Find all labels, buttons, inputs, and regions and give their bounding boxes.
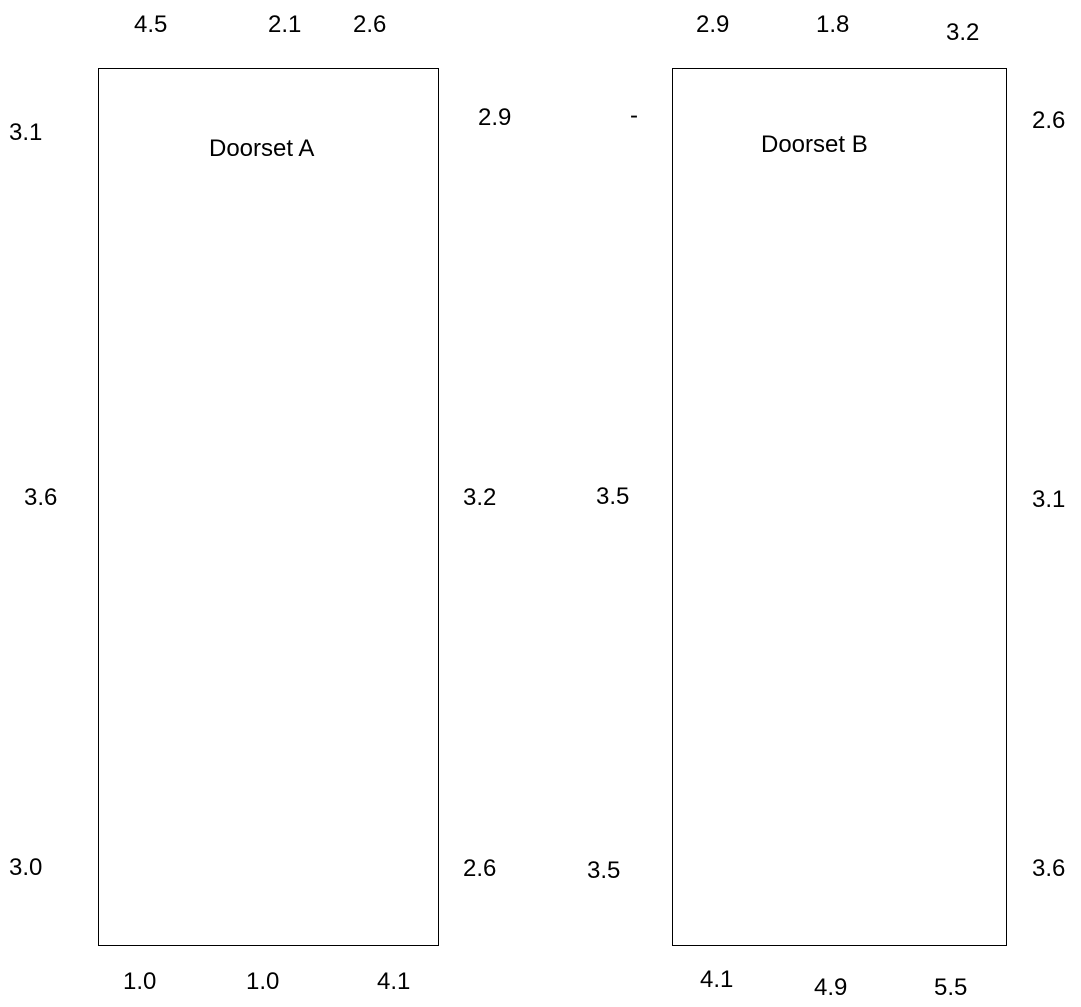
doorset-a-left-value-2: 3.6 — [24, 484, 58, 511]
doorset-b-frame — [672, 68, 1007, 946]
doorset-b-label: Doorset B — [761, 131, 868, 158]
doorset-b-left-value-2: 3.5 — [596, 483, 630, 510]
doorset-a-right-value-2: 3.2 — [463, 484, 497, 511]
doorset-b-bottom-value-2: 4.9 — [814, 974, 848, 1001]
doorset-b-top-value-2: 1.8 — [816, 11, 850, 38]
doorset-a-left-value-3: 3.0 — [9, 854, 43, 881]
doorset-b-bottom-value-1: 4.1 — [700, 966, 734, 993]
doorset-b-right-value-3: 3.6 — [1032, 855, 1066, 882]
doorset-a-top-value-1: 4.5 — [134, 11, 168, 38]
doorset-b-top-value-1: 2.9 — [696, 11, 730, 38]
doorset-a-right-value-1: 2.9 — [478, 104, 512, 131]
doorset-a-label: Doorset A — [209, 135, 315, 162]
doorset-b-bottom-value-3: 5.5 — [934, 974, 968, 1001]
doorset-a-left-value-1: 3.1 — [9, 119, 43, 146]
doorset-a-right-value-3: 2.6 — [463, 855, 497, 882]
doorset-a-frame — [98, 68, 439, 946]
doorset-b-right-value-2: 3.1 — [1032, 486, 1066, 513]
doorset-a-top-value-3: 2.6 — [353, 11, 387, 38]
doorset-a-bottom-value-1: 1.0 — [123, 968, 157, 995]
doorset-b-top-value-3: 3.2 — [946, 19, 980, 46]
doorset-b-left-value-1: - — [630, 102, 638, 129]
doorset-a-bottom-value-3: 4.1 — [377, 968, 411, 995]
doorset-a-bottom-value-2: 1.0 — [246, 968, 280, 995]
doorset-b-right-value-1: 2.6 — [1032, 107, 1066, 134]
doorset-a-top-value-2: 2.1 — [268, 11, 302, 38]
doorset-b-left-value-3: 3.5 — [587, 857, 621, 884]
